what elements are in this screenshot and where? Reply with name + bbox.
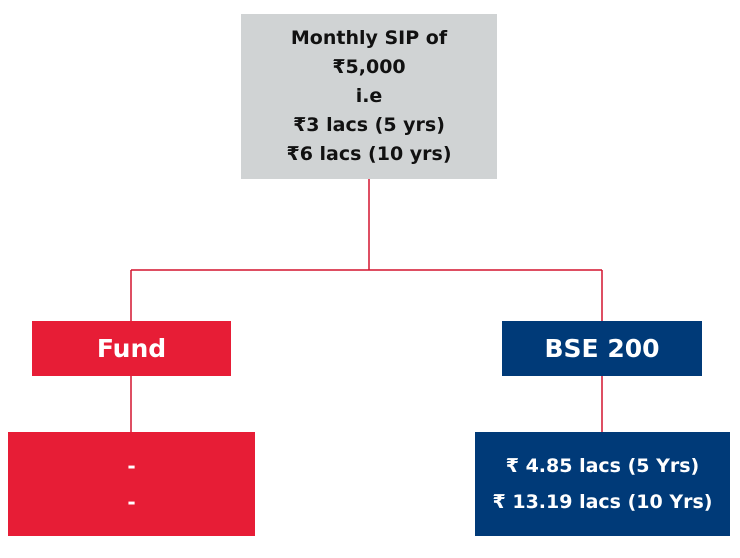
bse-result-box: ₹ 4.85 lacs (5 Yrs) ₹ 13.19 lacs (10 Yrs… bbox=[475, 432, 730, 536]
sip-line: Monthly SIP of bbox=[290, 27, 448, 49]
sip-line: ₹3 lacs (5 yrs) bbox=[293, 114, 445, 136]
fund-result-box: - - bbox=[8, 432, 255, 536]
fund-box: Fund bbox=[32, 321, 231, 376]
sip-line: ₹6 lacs (10 yrs) bbox=[286, 143, 452, 165]
sip-box: Monthly SIP of ₹5,000 i.e ₹3 lacs (5 yrs… bbox=[241, 14, 497, 179]
sip-line: ₹5,000 bbox=[332, 56, 406, 78]
fund-result-5yr: - bbox=[127, 454, 136, 478]
bse-result-5yr: ₹ 4.85 lacs (5 Yrs) bbox=[505, 455, 700, 477]
fund-result-10yr: - bbox=[127, 490, 136, 514]
bse-result-10yr: ₹ 13.19 lacs (10 Yrs) bbox=[492, 491, 713, 513]
sip-line: i.e bbox=[355, 85, 383, 107]
bse-200-box: BSE 200 bbox=[502, 321, 702, 376]
